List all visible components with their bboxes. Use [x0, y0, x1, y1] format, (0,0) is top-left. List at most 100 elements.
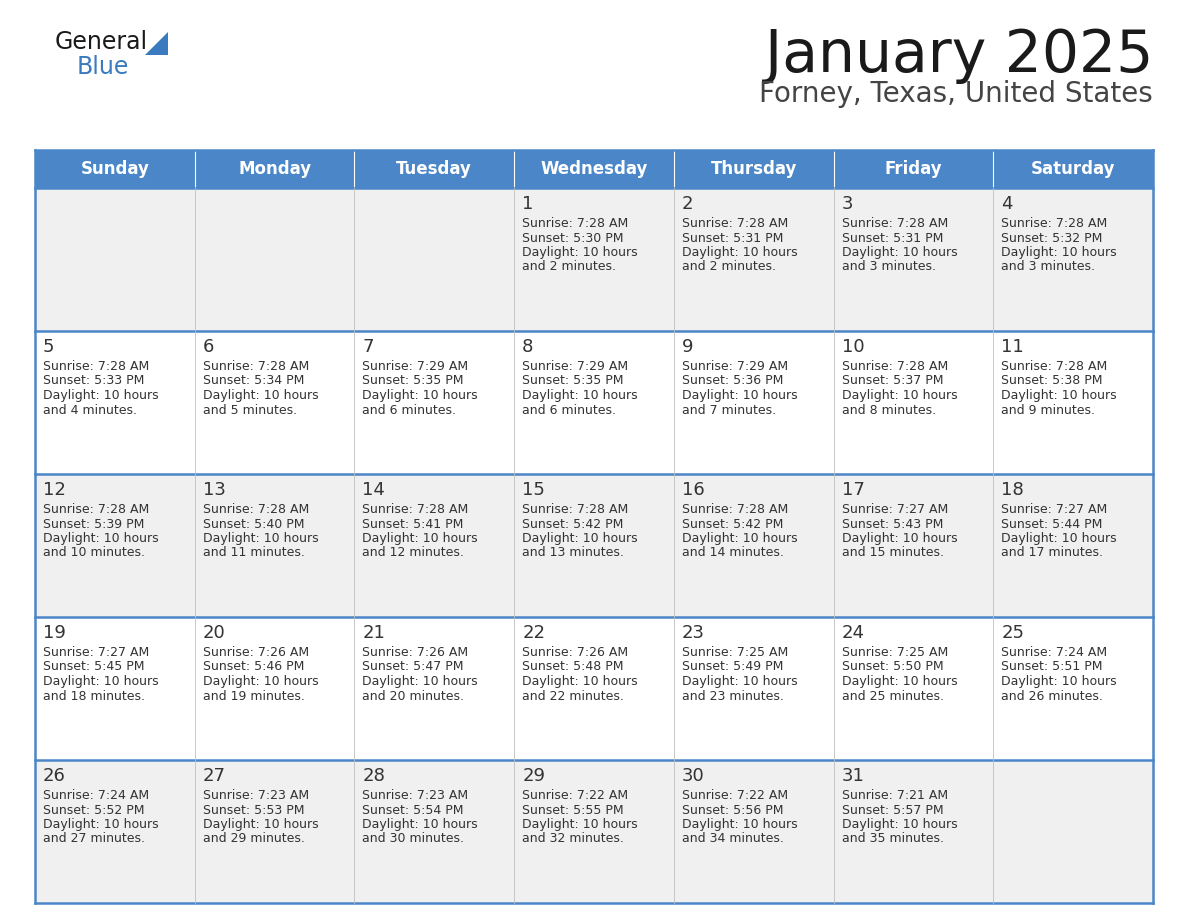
Text: Sunrise: 7:28 AM: Sunrise: 7:28 AM — [682, 503, 788, 516]
Text: Sunrise: 7:29 AM: Sunrise: 7:29 AM — [362, 360, 468, 373]
Text: 11: 11 — [1001, 338, 1024, 356]
Text: Daylight: 10 hours: Daylight: 10 hours — [841, 675, 958, 688]
Text: Daylight: 10 hours: Daylight: 10 hours — [1001, 246, 1117, 259]
Text: Sunset: 5:32 PM: Sunset: 5:32 PM — [1001, 231, 1102, 244]
Text: Sunrise: 7:27 AM: Sunrise: 7:27 AM — [43, 646, 150, 659]
Text: 7: 7 — [362, 338, 374, 356]
Text: Sunrise: 7:28 AM: Sunrise: 7:28 AM — [203, 360, 309, 373]
Text: 25: 25 — [1001, 624, 1024, 642]
Text: Daylight: 10 hours: Daylight: 10 hours — [43, 675, 159, 688]
Text: Sunset: 5:52 PM: Sunset: 5:52 PM — [43, 803, 145, 816]
Text: Sunrise: 7:26 AM: Sunrise: 7:26 AM — [203, 646, 309, 659]
Bar — [834, 150, 993, 188]
Bar — [993, 331, 1154, 474]
Text: Daylight: 10 hours: Daylight: 10 hours — [523, 818, 638, 831]
Text: 27: 27 — [203, 767, 226, 785]
Text: Sunrise: 7:28 AM: Sunrise: 7:28 AM — [43, 360, 150, 373]
Text: Sunrise: 7:28 AM: Sunrise: 7:28 AM — [43, 503, 150, 516]
Text: Blue: Blue — [77, 55, 129, 79]
Text: Daylight: 10 hours: Daylight: 10 hours — [203, 818, 318, 831]
Text: Daylight: 10 hours: Daylight: 10 hours — [841, 246, 958, 259]
Text: and 15 minutes.: and 15 minutes. — [841, 546, 943, 559]
Bar — [354, 331, 514, 474]
Bar — [993, 760, 1154, 903]
Text: Sunset: 5:30 PM: Sunset: 5:30 PM — [523, 231, 624, 244]
Text: Daylight: 10 hours: Daylight: 10 hours — [1001, 532, 1117, 545]
Text: Sunset: 5:37 PM: Sunset: 5:37 PM — [841, 375, 943, 387]
Text: Sunset: 5:38 PM: Sunset: 5:38 PM — [1001, 375, 1102, 387]
Text: Forney, Texas, United States: Forney, Texas, United States — [759, 80, 1154, 108]
Bar — [514, 617, 674, 760]
Text: Sunrise: 7:27 AM: Sunrise: 7:27 AM — [1001, 503, 1107, 516]
Text: Sunset: 5:50 PM: Sunset: 5:50 PM — [841, 660, 943, 674]
Text: Sunrise: 7:29 AM: Sunrise: 7:29 AM — [523, 360, 628, 373]
Bar — [674, 617, 834, 760]
Bar — [993, 617, 1154, 760]
Text: Daylight: 10 hours: Daylight: 10 hours — [841, 389, 958, 402]
Bar — [514, 760, 674, 903]
Text: Sunset: 5:43 PM: Sunset: 5:43 PM — [841, 518, 943, 531]
Text: Sunrise: 7:23 AM: Sunrise: 7:23 AM — [362, 789, 468, 802]
Text: Sunset: 5:51 PM: Sunset: 5:51 PM — [1001, 660, 1102, 674]
Text: and 3 minutes.: and 3 minutes. — [841, 261, 936, 274]
Bar — [354, 760, 514, 903]
Text: 4: 4 — [1001, 195, 1013, 213]
Text: Sunset: 5:45 PM: Sunset: 5:45 PM — [43, 660, 145, 674]
Text: Daylight: 10 hours: Daylight: 10 hours — [682, 532, 797, 545]
Text: 16: 16 — [682, 481, 704, 499]
Text: Daylight: 10 hours: Daylight: 10 hours — [203, 389, 318, 402]
Text: and 25 minutes.: and 25 minutes. — [841, 689, 943, 702]
Text: Monday: Monday — [238, 160, 311, 178]
Text: Tuesday: Tuesday — [397, 160, 472, 178]
Text: and 35 minutes.: and 35 minutes. — [841, 833, 943, 845]
Bar — [514, 474, 674, 617]
Text: Daylight: 10 hours: Daylight: 10 hours — [362, 532, 478, 545]
Text: 5: 5 — [43, 338, 55, 356]
Text: and 13 minutes.: and 13 minutes. — [523, 546, 624, 559]
Text: Daylight: 10 hours: Daylight: 10 hours — [682, 675, 797, 688]
Text: Wednesday: Wednesday — [541, 160, 647, 178]
Text: and 2 minutes.: and 2 minutes. — [523, 261, 617, 274]
Text: 14: 14 — [362, 481, 385, 499]
Text: Sunrise: 7:28 AM: Sunrise: 7:28 AM — [523, 217, 628, 230]
Text: Sunrise: 7:22 AM: Sunrise: 7:22 AM — [523, 789, 628, 802]
Text: and 20 minutes.: and 20 minutes. — [362, 689, 465, 702]
Bar — [34, 760, 195, 903]
Bar — [514, 188, 674, 331]
Text: Daylight: 10 hours: Daylight: 10 hours — [1001, 389, 1117, 402]
Text: Sunrise: 7:28 AM: Sunrise: 7:28 AM — [203, 503, 309, 516]
Bar — [514, 150, 674, 188]
Bar — [514, 331, 674, 474]
Text: 2: 2 — [682, 195, 694, 213]
Bar — [195, 188, 354, 331]
Text: and 6 minutes.: and 6 minutes. — [523, 404, 617, 417]
Text: and 7 minutes.: and 7 minutes. — [682, 404, 776, 417]
Text: 23: 23 — [682, 624, 704, 642]
Bar — [195, 150, 354, 188]
Text: Sunrise: 7:27 AM: Sunrise: 7:27 AM — [841, 503, 948, 516]
Text: 21: 21 — [362, 624, 385, 642]
Text: 17: 17 — [841, 481, 865, 499]
Text: 30: 30 — [682, 767, 704, 785]
Text: Sunrise: 7:28 AM: Sunrise: 7:28 AM — [362, 503, 469, 516]
Text: Sunrise: 7:24 AM: Sunrise: 7:24 AM — [43, 789, 150, 802]
Text: 8: 8 — [523, 338, 533, 356]
Text: Sunrise: 7:28 AM: Sunrise: 7:28 AM — [841, 217, 948, 230]
Text: and 19 minutes.: and 19 minutes. — [203, 689, 304, 702]
Text: 15: 15 — [523, 481, 545, 499]
Text: 24: 24 — [841, 624, 865, 642]
Text: and 6 minutes.: and 6 minutes. — [362, 404, 456, 417]
Text: Sunrise: 7:25 AM: Sunrise: 7:25 AM — [841, 646, 948, 659]
Text: and 4 minutes.: and 4 minutes. — [43, 404, 137, 417]
Text: and 10 minutes.: and 10 minutes. — [43, 546, 145, 559]
Bar — [834, 331, 993, 474]
Text: and 34 minutes.: and 34 minutes. — [682, 833, 784, 845]
Text: Daylight: 10 hours: Daylight: 10 hours — [841, 532, 958, 545]
Text: Sunset: 5:49 PM: Sunset: 5:49 PM — [682, 660, 783, 674]
Text: 29: 29 — [523, 767, 545, 785]
Text: and 3 minutes.: and 3 minutes. — [1001, 261, 1095, 274]
Text: and 27 minutes.: and 27 minutes. — [43, 833, 145, 845]
Text: Daylight: 10 hours: Daylight: 10 hours — [682, 246, 797, 259]
Text: 18: 18 — [1001, 481, 1024, 499]
Text: Sunset: 5:42 PM: Sunset: 5:42 PM — [682, 518, 783, 531]
